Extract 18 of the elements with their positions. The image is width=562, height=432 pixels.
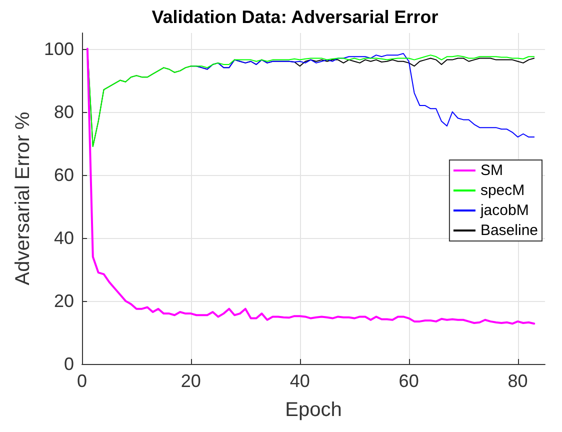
y-axis-title: Adversarial Error %: [12, 112, 34, 286]
x-tick-label: 0: [76, 371, 88, 391]
x-tick-label: 60: [398, 371, 419, 391]
x-tick-label: 40: [290, 371, 310, 391]
legend-label: jacobM: [479, 202, 529, 219]
chart-title: Validation Data: Adversarial Error: [152, 7, 438, 27]
x-axis-title: Epoch: [285, 399, 342, 421]
y-tick-label: 100: [44, 38, 74, 59]
y-tick-label: 80: [54, 102, 74, 122]
legend-label: SM: [480, 162, 503, 179]
x-tick-label: 80: [508, 371, 528, 391]
y-tick-label: 20: [54, 290, 74, 311]
y-tick-label: 0: [64, 354, 74, 374]
y-tick-label: 40: [54, 228, 74, 248]
y-tick-label: 60: [54, 164, 74, 185]
x-tick-label: 20: [180, 371, 201, 391]
legend-label: Baseline: [480, 222, 538, 239]
legend-label: specM: [480, 182, 525, 199]
